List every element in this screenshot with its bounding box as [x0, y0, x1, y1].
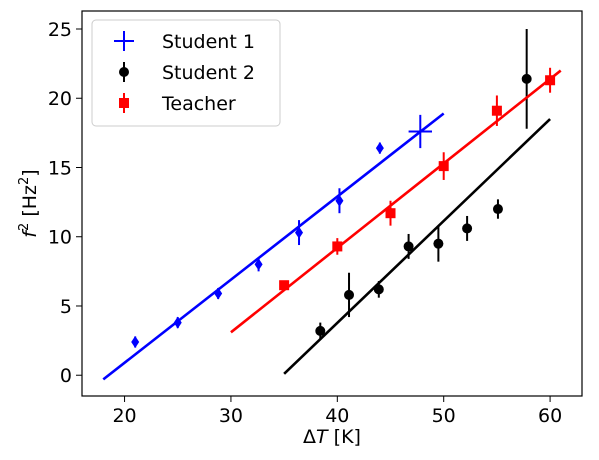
data-point [344, 272, 355, 318]
point-marker [438, 161, 449, 172]
data-point [214, 287, 223, 300]
data-point [131, 335, 140, 348]
point-marker [385, 208, 396, 219]
fit-line [283, 118, 551, 375]
point-marker [335, 194, 344, 207]
point-marker [279, 280, 290, 291]
data-point [521, 29, 532, 129]
plot-marks [102, 29, 562, 381]
data-point [295, 220, 304, 246]
y-label-unit: [Hz [19, 185, 41, 223]
point-marker [545, 75, 556, 86]
legend-entry: Student 2 [119, 62, 255, 84]
point-marker [433, 238, 444, 249]
point-marker [492, 204, 503, 215]
y-tick-label: 10 [48, 227, 72, 249]
point-marker [173, 316, 182, 329]
point-marker [375, 142, 384, 155]
legend-marker [119, 67, 129, 77]
y-label-end: ] [19, 169, 41, 176]
point-marker [332, 241, 343, 252]
x-axis-label: ΔT [K] [303, 426, 361, 448]
legend: Student 1 Student 2 Teacher [91, 19, 281, 127]
data-point [315, 322, 326, 340]
y-tick-label: 0 [60, 365, 72, 387]
y-tick-label: 15 [48, 157, 72, 179]
x-label-unit: [K] [328, 426, 361, 448]
data-point [173, 316, 182, 329]
point-marker [373, 284, 384, 295]
x-label-main: Δ [303, 426, 316, 448]
data-point [279, 280, 290, 291]
data-point [492, 199, 503, 219]
x-tick-label: 50 [432, 405, 456, 427]
point-marker [521, 73, 532, 84]
data-point [408, 114, 432, 149]
x-label-var: T [316, 426, 329, 448]
data-point [335, 188, 344, 214]
point-marker [491, 105, 502, 116]
y-axis-label: f2 [Hz2] [17, 169, 41, 237]
legend-box [91, 19, 281, 127]
point-marker [254, 258, 263, 271]
series-student-1 [102, 112, 445, 381]
x-tick-label: 60 [538, 405, 562, 427]
x-tick-label: 40 [325, 405, 349, 427]
x-axis: 20 30 40 50 60 [112, 396, 562, 427]
x-tick-label: 20 [112, 405, 136, 427]
point-marker [344, 289, 355, 300]
y-label-sup: 2 [17, 223, 32, 231]
data-point [433, 225, 444, 262]
legend-label: Teacher [161, 93, 236, 115]
y-tick-label: 25 [48, 19, 72, 41]
data-point [332, 238, 343, 255]
data-point [438, 152, 449, 180]
data-point [254, 257, 263, 272]
data-point [385, 200, 396, 226]
y-axis: 0 5 10 15 20 25 [48, 19, 82, 387]
data-point [403, 233, 414, 259]
point-marker [315, 325, 326, 336]
point-marker [295, 226, 304, 239]
legend-entry: Teacher [119, 93, 236, 115]
legend-marker [119, 98, 129, 108]
legend-entry: Student 1 [114, 31, 255, 53]
y-label-var: f [19, 228, 41, 238]
y-tick-label: 5 [60, 296, 72, 318]
data-point [491, 95, 502, 126]
y-tick-label: 20 [48, 88, 72, 110]
point-marker [214, 287, 223, 300]
legend-label: Student 1 [162, 31, 255, 53]
data-point [373, 281, 384, 298]
series-student-2 [283, 29, 551, 375]
series-teacher [230, 67, 562, 334]
point-marker [131, 335, 140, 348]
fit-line [102, 112, 445, 381]
y-label-unit-sup: 2 [17, 177, 32, 185]
legend-label: Student 2 [162, 62, 255, 84]
plot-frame [81, 10, 583, 397]
point-marker [462, 223, 473, 234]
x-tick-label: 30 [219, 405, 243, 427]
data-point [545, 67, 556, 93]
data-point [462, 215, 473, 241]
point-marker [403, 241, 414, 252]
data-point [375, 142, 384, 155]
